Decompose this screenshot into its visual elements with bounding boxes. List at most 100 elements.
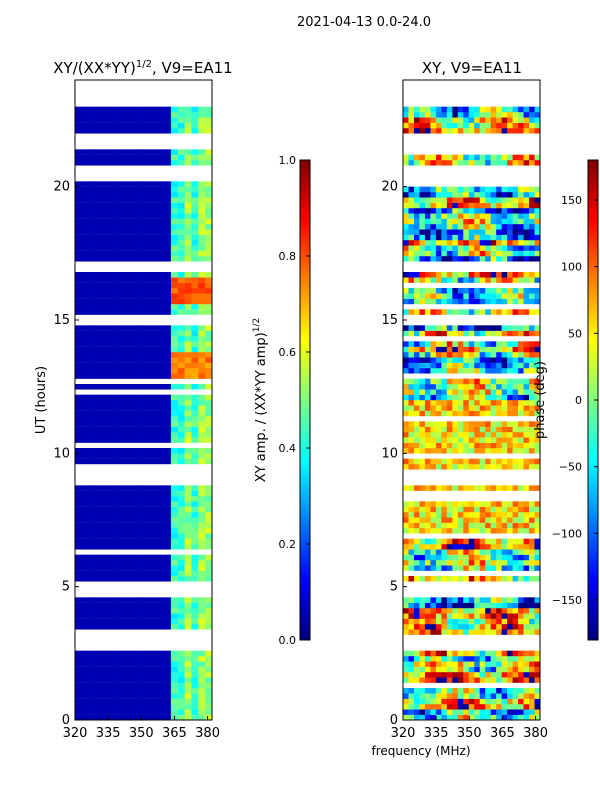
heatmap-cell (446, 357, 453, 363)
heatmap-cell (496, 272, 502, 278)
heatmap-cell (534, 112, 541, 118)
heatmap-cell (518, 410, 524, 417)
heatmap-cell (479, 272, 486, 278)
heatmap-cell (529, 522, 535, 529)
heatmap-cell (485, 309, 491, 315)
heatmap-cell (102, 597, 110, 603)
heatmap-cell (81, 304, 89, 310)
heatmap-cell (408, 186, 415, 193)
heatmap-cell (150, 416, 158, 422)
heatmap-cell (81, 346, 89, 353)
heatmap-cell (198, 624, 206, 630)
heatmap-cell (205, 453, 213, 459)
heatmap-cell (496, 698, 502, 705)
heatmap-cell (424, 245, 431, 251)
heatmap-cell (177, 405, 185, 411)
heatmap-cell (81, 256, 89, 262)
heatmap-cell (198, 565, 206, 571)
heatmap-cell (109, 208, 117, 214)
heatmap-cell (474, 688, 481, 694)
heatmap-cell (95, 608, 103, 614)
heatmap-cell (479, 368, 486, 374)
heatmap-cell (143, 400, 151, 406)
heatmap-cell (122, 106, 131, 113)
heatmap-cell (129, 309, 137, 315)
heatmap-cell (518, 202, 524, 209)
heatmap-cell (177, 250, 185, 257)
heatmap-cell (457, 250, 464, 257)
heatmap-cell (468, 688, 475, 694)
heatmap-cell (446, 341, 453, 347)
heatmap-cell (150, 192, 158, 198)
heatmap-cell (507, 650, 513, 657)
heatmap-cell (75, 517, 83, 523)
heatmap-cell (507, 442, 513, 449)
heatmap-cell (512, 256, 519, 262)
x-tick-label: 350 (129, 726, 154, 741)
heatmap-cell (490, 522, 497, 529)
heatmap-cell (88, 149, 96, 155)
heatmap-cell (468, 677, 475, 683)
heatmap-cell (435, 357, 442, 363)
heatmap-cell (534, 597, 541, 603)
heatmap-cell (424, 650, 431, 657)
heatmap-cell (496, 352, 502, 358)
heatmap-cell (435, 330, 442, 337)
heatmap-cell (75, 293, 83, 299)
heatmap-cell (424, 368, 431, 374)
heatmap-cell (512, 106, 519, 113)
heatmap-cell (177, 426, 185, 433)
heatmap-cell (95, 357, 103, 363)
heatmap-cell (512, 325, 519, 331)
heatmap-cell (129, 458, 137, 465)
heatmap-cell (116, 224, 124, 230)
heatmap-cell (408, 197, 415, 203)
heatmap-cell (143, 453, 151, 459)
heatmap-cell (413, 298, 420, 305)
heatmap-cell (523, 421, 530, 427)
heatmap-cell (403, 298, 409, 305)
heatmap-cell (198, 346, 206, 353)
heatmap-cell (529, 629, 535, 635)
heatmap-cell (507, 346, 513, 353)
heatmap-cell (184, 336, 192, 342)
heatmap-cell (490, 693, 497, 699)
heatmap-cell (507, 560, 513, 566)
heatmap-cell (457, 341, 464, 347)
heatmap-cell (490, 576, 497, 582)
heatmap-cell (81, 154, 89, 161)
heatmap-cell (446, 277, 453, 283)
heatmap-cell (435, 560, 442, 566)
heatmap-cell (452, 485, 459, 491)
heatmap-cell (109, 394, 117, 401)
heatmap-cell (164, 250, 172, 257)
heatmap-cell (430, 512, 437, 518)
heatmap-cell (150, 421, 158, 427)
heatmap-cell (446, 613, 453, 619)
heatmap-cell (490, 389, 497, 395)
heatmap-cell (496, 565, 502, 571)
heatmap-cell (490, 128, 497, 134)
heatmap-cell (512, 448, 519, 454)
heatmap-cell (468, 672, 475, 678)
heatmap-cell (95, 490, 103, 497)
heatmap-cell (424, 197, 431, 203)
heatmap-cell (534, 208, 541, 214)
heatmap-cell (170, 709, 179, 715)
heatmap-cell (408, 506, 415, 513)
heatmap-cell (88, 533, 96, 539)
heatmap-cell (129, 688, 137, 694)
heatmap-cell (88, 544, 96, 550)
heatmap-cell (75, 538, 83, 545)
heatmap-cell (170, 672, 179, 678)
heatmap-cell (424, 672, 431, 678)
heatmap-cell (534, 160, 541, 166)
heatmap-cell (529, 277, 535, 283)
heatmap-cell (468, 288, 475, 294)
heatmap-cell (102, 384, 110, 390)
heatmap-cell (95, 400, 103, 406)
heatmap-cell (529, 554, 535, 561)
heatmap-cell (95, 538, 103, 545)
heatmap-cell (430, 693, 437, 699)
heatmap-cell (109, 346, 117, 353)
